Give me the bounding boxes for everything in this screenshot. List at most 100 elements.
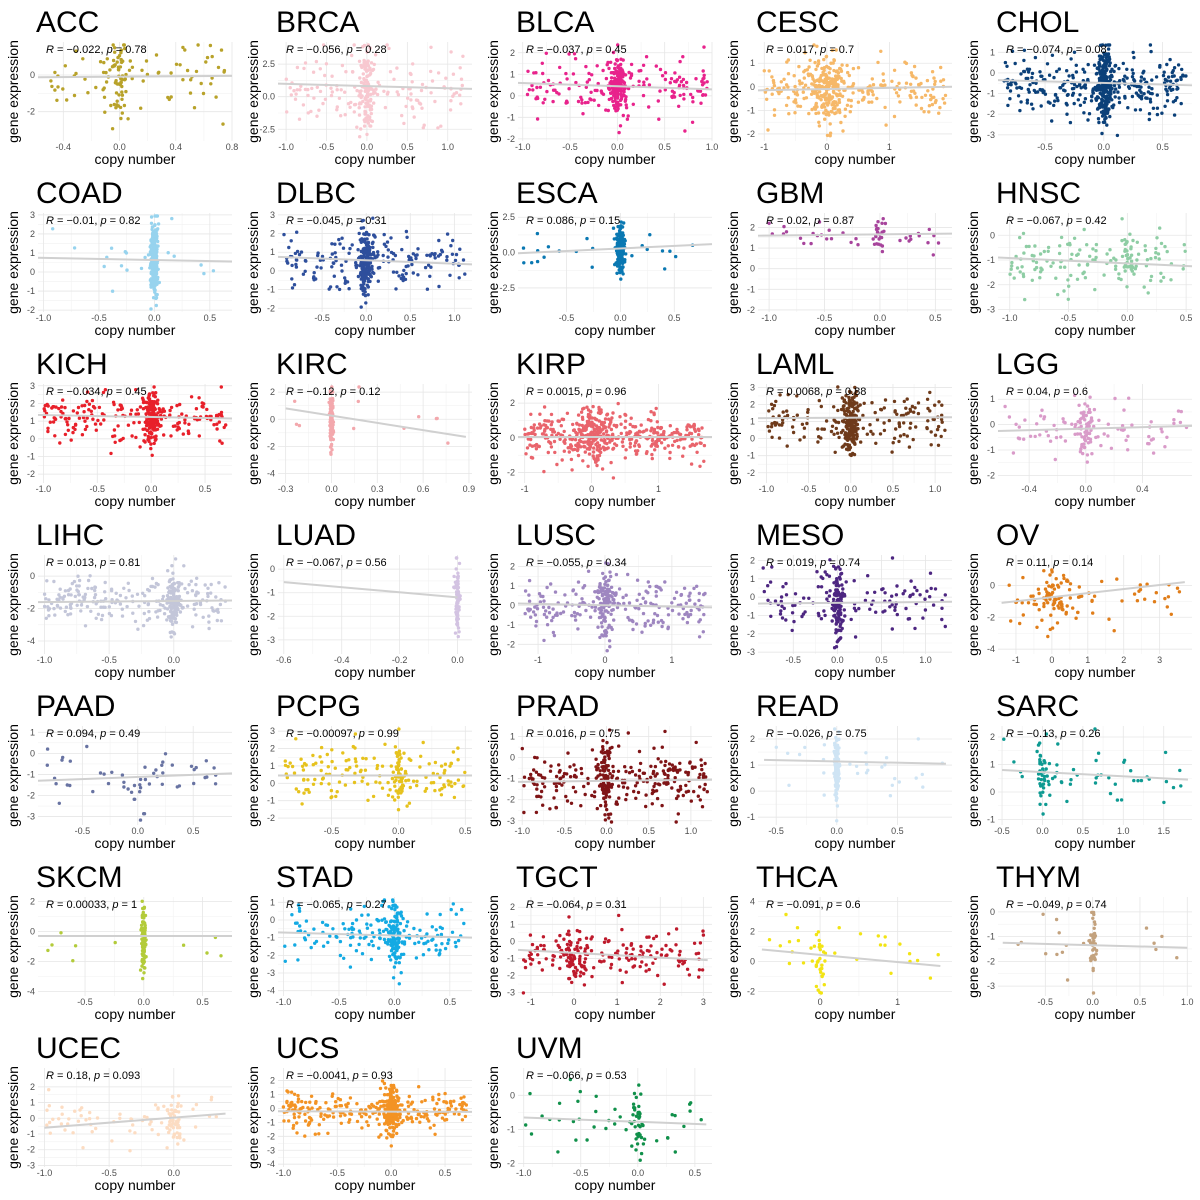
data-point: [183, 48, 187, 52]
data-point: [893, 409, 897, 413]
data-point: [1038, 87, 1042, 92]
data-point: [294, 265, 299, 269]
data-point: [359, 286, 363, 291]
data-point: [119, 407, 123, 412]
minor-gridlines: [758, 42, 952, 141]
y-tick-label: -2: [27, 305, 35, 315]
data-point: [689, 92, 693, 97]
data-point: [416, 273, 420, 277]
data-point: [456, 634, 460, 639]
data-point: [916, 411, 921, 416]
major-gridlines: [38, 42, 233, 141]
data-point: [53, 434, 57, 438]
data-point: [930, 70, 935, 74]
data-point: [181, 432, 185, 436]
data-point: [210, 606, 214, 610]
data-point: [382, 89, 386, 94]
data-point: [851, 413, 856, 417]
data-point: [1124, 253, 1128, 258]
data-point: [1154, 246, 1158, 251]
data-point: [1030, 75, 1034, 80]
data-point: [395, 270, 399, 274]
data-point: [811, 77, 815, 81]
data-point: [1129, 245, 1133, 249]
data-point: [335, 88, 339, 92]
data-point: [103, 580, 107, 585]
data-point: [362, 61, 366, 65]
data-point: [866, 92, 870, 96]
data-point: [619, 249, 623, 253]
data-point: [1123, 74, 1127, 78]
data-point: [141, 591, 145, 595]
data-point: [445, 255, 449, 259]
x-tick-label: -1.0: [37, 655, 53, 665]
x-axis-label: copy number: [815, 151, 896, 167]
x-tick-label: -1.0: [36, 313, 52, 323]
x-tick-label: 1.0: [448, 313, 461, 323]
y-axis-label: gene expression: [5, 382, 21, 485]
data-point: [318, 67, 322, 71]
data-point: [354, 263, 358, 268]
correlation-stat: R = −0.022, p = 0.78: [46, 44, 147, 56]
minor-gridlines: [38, 384, 232, 483]
data-point: [1121, 61, 1125, 66]
data-point: [1130, 423, 1134, 427]
data-point: [941, 97, 945, 101]
data-point: [170, 605, 175, 610]
data-point: [365, 237, 369, 241]
data-point: [299, 250, 304, 254]
data-point: [363, 105, 367, 109]
data-point: [149, 215, 154, 219]
data-point: [927, 104, 932, 108]
data-point: [832, 58, 836, 63]
data-point: [663, 71, 668, 75]
data-point: [762, 69, 766, 73]
data-point: [85, 604, 90, 609]
y-tick-label: 2: [30, 398, 35, 408]
data-point: [120, 77, 124, 82]
data-point: [150, 576, 155, 581]
x-tick-label: -0.5: [91, 313, 107, 323]
data-point: [209, 582, 213, 587]
data-point: [439, 248, 444, 252]
data-point: [103, 110, 107, 114]
data-point: [114, 106, 118, 110]
data-point: [851, 66, 856, 71]
correlation-stat: R = 0.02, p = 0.87: [766, 215, 854, 227]
data-point: [567, 87, 571, 91]
y-tick-label: -1: [987, 255, 995, 265]
data-point: [1064, 101, 1068, 106]
data-point: [803, 83, 808, 87]
data-point: [591, 404, 595, 409]
data-point: [624, 106, 629, 110]
data-point: [825, 237, 829, 241]
y-tick-label: -1: [747, 105, 755, 115]
data-point: [609, 427, 614, 432]
data-point: [1052, 423, 1056, 428]
data-point: [603, 425, 607, 429]
data-point: [199, 263, 203, 267]
y-tick-label: -2: [987, 109, 995, 119]
data-point: [90, 586, 94, 591]
data-point: [372, 234, 377, 238]
data-point: [1125, 67, 1129, 72]
data-point: [123, 250, 128, 254]
data-point: [1014, 422, 1018, 426]
data-point: [147, 439, 151, 444]
data-point: [922, 110, 926, 114]
major-gridlines: [518, 384, 712, 483]
data-point: [534, 447, 539, 451]
data-point: [1085, 243, 1089, 247]
correlation-stat: R = −0.034, p = 0.45: [46, 386, 147, 398]
data-point: [802, 426, 807, 430]
data-point: [1169, 278, 1173, 282]
data-point: [67, 416, 71, 421]
x-axis-label: copy number: [335, 151, 416, 167]
data-point: [461, 258, 466, 262]
data-point: [444, 76, 448, 80]
data-point: [1104, 62, 1108, 66]
data-point: [837, 100, 842, 105]
data-point: [341, 246, 346, 250]
